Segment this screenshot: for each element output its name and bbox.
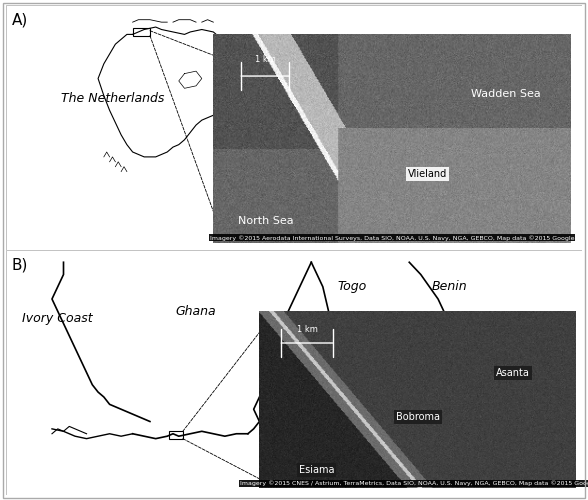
Text: Vlieland: Vlieland — [408, 169, 447, 179]
Bar — [169, 432, 183, 438]
Text: Asanta: Asanta — [496, 368, 530, 378]
Text: Togo: Togo — [337, 280, 366, 293]
Text: B): B) — [12, 258, 28, 272]
Text: Bobroma: Bobroma — [396, 412, 440, 422]
Text: Benin: Benin — [432, 280, 467, 293]
Text: Imagery ©2015 Aerodata International Surveys, Data SIO, NOAA, U.S. Navy, NGA, GE: Imagery ©2015 Aerodata International Sur… — [210, 235, 574, 240]
Text: Esiama: Esiama — [299, 464, 334, 474]
Text: Imagery ©2015 CNES / Astrium, TerraMetrics, Data SIO, NOAA, U.S. Navy, NGA, GEBC: Imagery ©2015 CNES / Astrium, TerraMetri… — [240, 480, 588, 486]
Text: Wadden Sea: Wadden Sea — [470, 88, 540, 99]
Text: The Netherlands: The Netherlands — [61, 92, 164, 104]
Text: Ghana: Ghana — [176, 304, 216, 318]
Bar — [133, 28, 150, 35]
Text: 1 km: 1 km — [296, 325, 318, 334]
Text: 1 km: 1 km — [255, 54, 276, 64]
Text: North Sea: North Sea — [238, 216, 294, 226]
Text: A): A) — [12, 12, 28, 28]
Text: Ivory Coast: Ivory Coast — [22, 312, 93, 325]
